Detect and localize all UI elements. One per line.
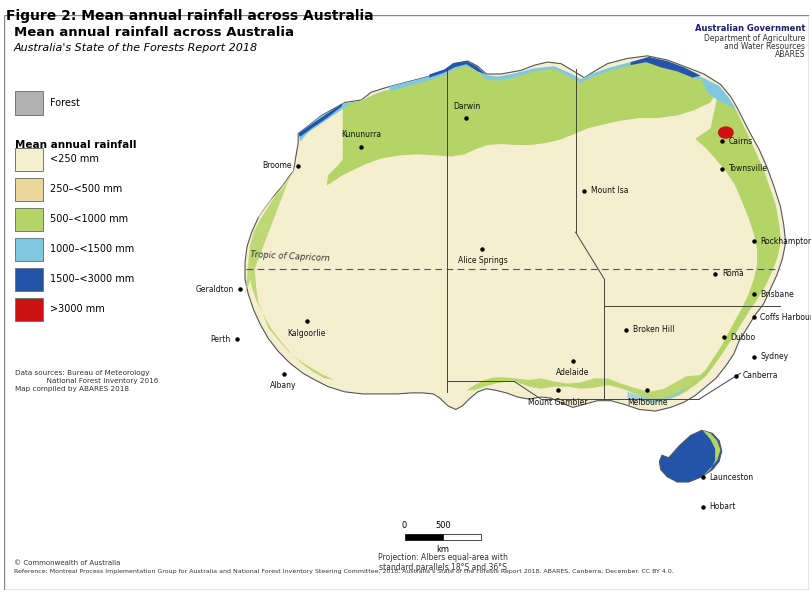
Text: 500: 500	[435, 521, 451, 530]
Text: and Water Resources: and Water Resources	[724, 42, 805, 51]
Text: Adelaide: Adelaide	[556, 368, 590, 377]
Text: Mean annual rainfall across Australia: Mean annual rainfall across Australia	[14, 26, 294, 39]
Polygon shape	[702, 430, 720, 477]
Text: Forest: Forest	[49, 98, 79, 108]
Polygon shape	[684, 88, 781, 393]
Text: Mount Gambier: Mount Gambier	[529, 398, 588, 406]
Text: km: km	[436, 545, 449, 554]
Text: >3000 mm: >3000 mm	[49, 305, 105, 315]
Text: 500–<1000 mm: 500–<1000 mm	[49, 215, 128, 224]
Circle shape	[718, 126, 734, 139]
Text: Australia's State of the Forests Report 2018: Australia's State of the Forests Report …	[14, 42, 258, 52]
Text: Department of Agriculture: Department of Agriculture	[704, 34, 805, 43]
Polygon shape	[245, 174, 335, 380]
Text: Broken Hill: Broken Hill	[633, 325, 674, 334]
Bar	[15, 208, 43, 231]
Polygon shape	[429, 61, 485, 77]
Text: Figure 2: Mean annual rainfall across Australia: Figure 2: Mean annual rainfall across Au…	[6, 9, 374, 23]
Text: Tropic of Capricorn: Tropic of Capricorn	[250, 250, 329, 263]
Text: 1500–<3000 mm: 1500–<3000 mm	[49, 274, 134, 284]
Text: Alice Springs: Alice Springs	[457, 256, 508, 265]
Bar	[15, 178, 43, 201]
Bar	[405, 534, 443, 540]
Polygon shape	[659, 430, 722, 482]
Text: Mount Isa: Mount Isa	[590, 186, 629, 195]
Polygon shape	[466, 375, 704, 401]
Text: Hobart: Hobart	[709, 502, 736, 511]
Bar	[15, 91, 43, 114]
Text: Mean annual rainfall: Mean annual rainfall	[15, 139, 136, 150]
Polygon shape	[245, 56, 786, 411]
Text: Geraldton: Geraldton	[195, 285, 234, 294]
Polygon shape	[258, 149, 336, 247]
Polygon shape	[628, 387, 687, 403]
Text: Dubbo: Dubbo	[731, 333, 756, 342]
Text: 0: 0	[402, 521, 407, 530]
Text: Townsville: Townsville	[728, 164, 767, 173]
Text: ABARES: ABARES	[775, 50, 805, 59]
Text: Kalgoorlie: Kalgoorlie	[288, 328, 326, 337]
Polygon shape	[298, 104, 343, 136]
Text: Perth: Perth	[210, 335, 230, 344]
Text: Launceston: Launceston	[709, 473, 753, 482]
Text: Australian Government: Australian Government	[695, 23, 805, 33]
Text: Projection: Albers equal-area with
standard parallels 18°S and 36°S: Projection: Albers equal-area with stand…	[378, 552, 508, 572]
Bar	[15, 238, 43, 261]
Polygon shape	[324, 139, 529, 269]
Text: 1000–<1500 mm: 1000–<1500 mm	[49, 244, 134, 254]
Bar	[15, 268, 43, 291]
Text: Cairns: Cairns	[728, 137, 753, 146]
Polygon shape	[631, 57, 701, 77]
Text: Broome: Broome	[262, 162, 291, 170]
Polygon shape	[388, 59, 701, 91]
Text: Reference: Montreal Process Implementation Group for Australia and National Fore: Reference: Montreal Process Implementati…	[14, 569, 673, 574]
Text: Data sources: Bureau of Meteorology
              National Forest Inventory 2016: Data sources: Bureau of Meteorology Nati…	[15, 370, 158, 392]
Bar	[15, 298, 43, 321]
Text: Roma: Roma	[722, 269, 744, 278]
Text: Sydney: Sydney	[761, 352, 788, 361]
Polygon shape	[298, 89, 388, 141]
Text: 250–<500 mm: 250–<500 mm	[49, 184, 122, 194]
Text: Darwin: Darwin	[453, 102, 480, 111]
Polygon shape	[701, 77, 736, 108]
Bar	[443, 534, 481, 540]
Text: Brisbane: Brisbane	[761, 290, 794, 299]
Text: Melbourne: Melbourne	[627, 398, 667, 406]
Text: <250 mm: <250 mm	[49, 154, 98, 164]
Text: Rockhampton: Rockhampton	[761, 237, 811, 246]
Text: Albany: Albany	[270, 381, 297, 390]
Text: Coffs Harbour: Coffs Harbour	[761, 313, 811, 322]
Text: Kununurra: Kununurra	[341, 131, 381, 139]
Polygon shape	[327, 60, 719, 185]
Text: Canberra: Canberra	[742, 371, 778, 380]
Bar	[15, 148, 43, 170]
Text: © Commonwealth of Australia: © Commonwealth of Australia	[14, 560, 120, 566]
